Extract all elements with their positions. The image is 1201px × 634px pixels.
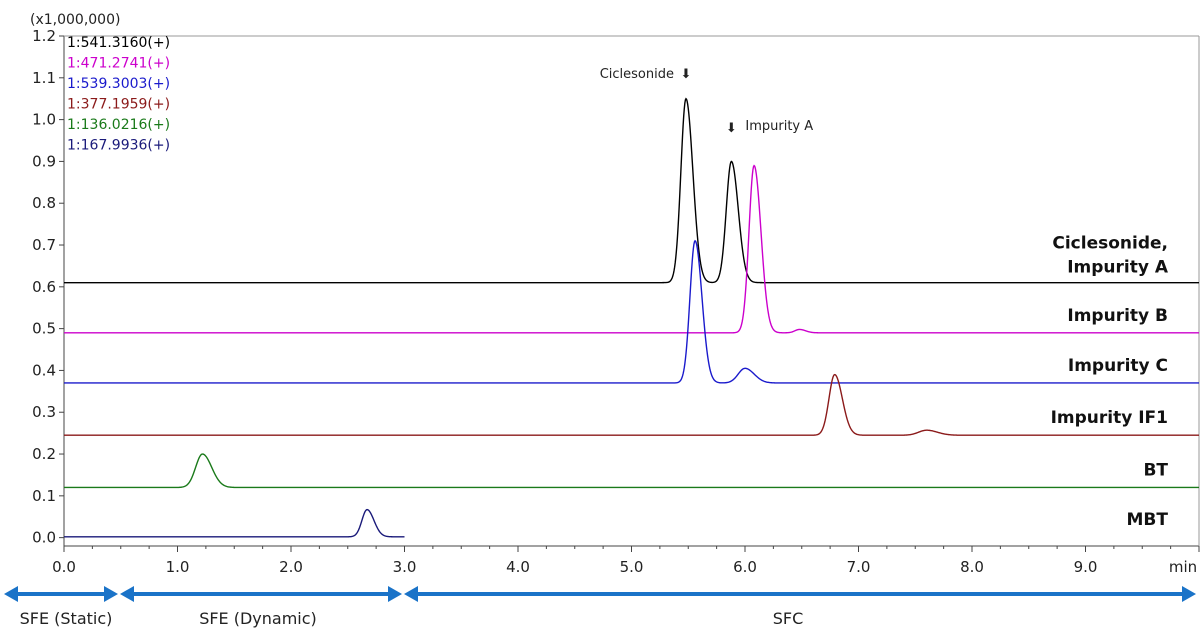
down-arrow-icon: ⬇ [726,121,737,136]
y-tick-label: 0.2 [32,445,56,463]
legend-entry: 1:136.0216(+) [67,117,170,133]
trace-label-line: Impurity A [1067,258,1169,278]
phase-bar: SFE (Static) SFE (Dynamic) SFC [4,586,1196,628]
trace-label: MBT [1127,510,1169,530]
trace-label-line: Impurity C [1068,356,1168,376]
y-tick-label: 0.0 [32,529,56,547]
trace-label: BT [1143,460,1168,480]
series-line [64,508,405,538]
y-tick-label: 1.2 [32,27,56,45]
trace-label-line: BT [1143,460,1168,480]
x-tick-label: 0.0 [52,558,76,576]
series-line [64,373,1199,436]
y-tick-label: 0.5 [32,320,56,338]
y-tick-label: 0.9 [32,152,56,170]
phase-arrow-left-head [120,586,134,602]
peak-annotation: Ciclesonide [600,67,674,82]
legend-entry: 1:539.3003(+) [67,76,170,92]
trace-label-line: MBT [1127,510,1169,530]
legend-entry: 1:471.2741(+) [67,56,170,72]
series-line [64,453,1199,489]
axis-frame [63,36,1199,547]
series-line [64,164,1199,334]
legend-entry: 1:541.3160(+) [67,35,170,51]
traces [64,97,1199,538]
x-tick-label: 8.0 [960,558,984,576]
phase-label: SFC [773,609,804,628]
y-tick-label: 0.4 [32,361,56,379]
trace-label: Ciclesonide, Impurity A [1052,234,1168,278]
trace-label: Impurity IF1 [1051,408,1168,428]
x-tick-label: 7.0 [847,558,871,576]
phase-label: SFE (Dynamic) [199,609,317,628]
trace-label: Impurity B [1067,306,1168,326]
peak-annotation: Impurity A [745,119,813,134]
y-multiplier: (x1,000,000) [30,12,120,28]
trace-label-line: Ciclesonide, [1052,234,1168,254]
y-tick-label: 0.1 [32,487,56,505]
phase-arrow-right-head [1182,586,1196,602]
down-arrow-icon: ⬇ [681,67,692,82]
series-line [64,239,1199,384]
x-tick-label: 1.0 [166,558,190,576]
x-unit-label: min [1169,558,1197,576]
y-tick-label: 1.0 [32,111,56,129]
x-tick-label: 5.0 [620,558,644,576]
legend-entry: 1:167.9936(+) [67,138,170,154]
y-tick-label: 0.7 [32,236,56,254]
phase-arrow-right-head [104,586,118,602]
x-tick-label: 2.0 [279,558,303,576]
x-tick-label: 4.0 [506,558,530,576]
y-tick-label: 1.1 [32,69,56,87]
phase-arrow-left-head [4,586,18,602]
legend-entry: 1:377.1959(+) [67,97,170,113]
trace-label-line: Impurity IF1 [1051,408,1168,428]
axes: 0.0 0.1 0.2 0.3 0.4 0.5 0.6 0.7 0.8 0.9 1.0 1.1 1.2(… [30,12,1200,576]
x-tick-label: 9.0 [1074,558,1098,576]
phase-arrow-right-head [388,586,402,602]
trace-label-line: Impurity B [1067,306,1168,326]
y-tick-label: 0.6 [32,278,56,296]
x-tick-label: 3.0 [393,558,417,576]
labels: 1:541.3160(+) Ciclesonide, Impurity A 1:471… [67,35,1169,530]
y-tick-label: 0.8 [32,194,56,212]
phase-label: SFE (Static) [20,609,113,628]
phase-arrow-left-head [404,586,418,602]
y-tick-label: 0.3 [32,403,56,421]
x-tick-label: 6.0 [733,558,757,576]
series-line [64,97,1199,284]
trace-label: Impurity C [1068,356,1168,376]
